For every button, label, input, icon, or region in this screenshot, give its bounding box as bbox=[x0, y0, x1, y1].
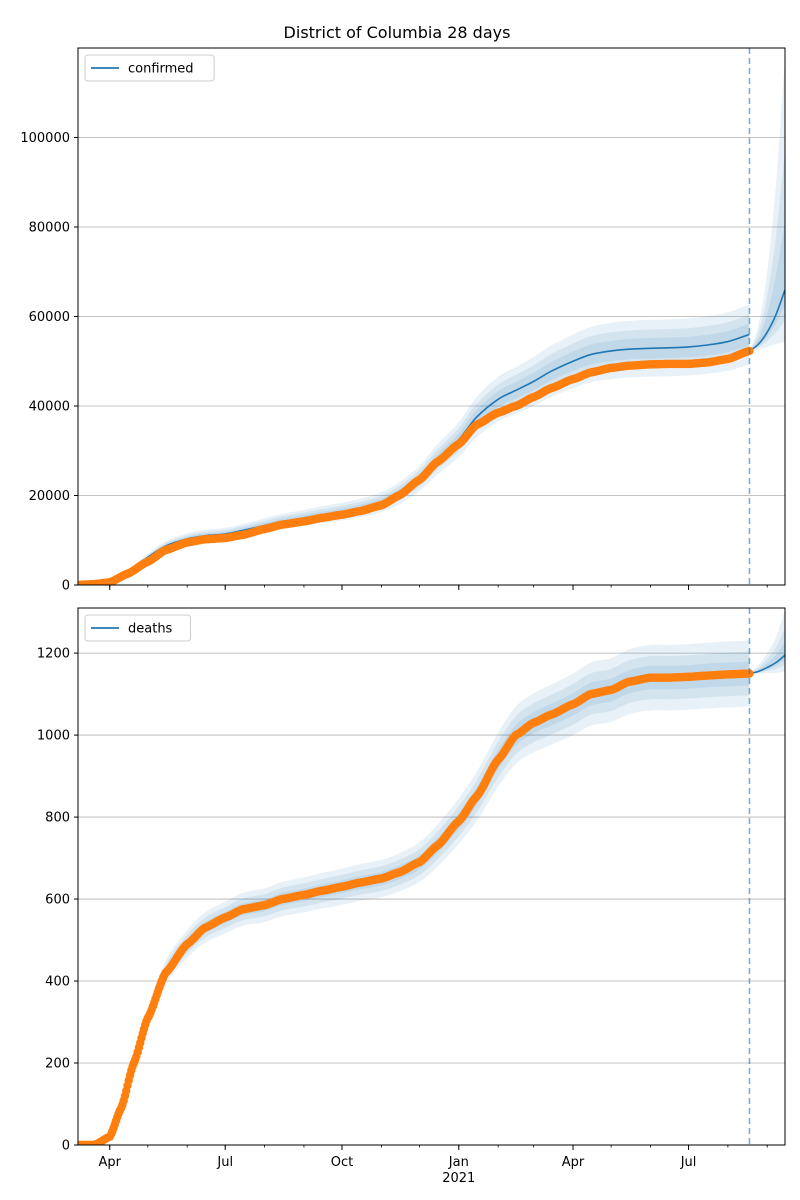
x-tick-label: Apr bbox=[562, 1155, 585, 1170]
observed-series bbox=[78, 669, 754, 1145]
x-tick-label: Jul bbox=[680, 1155, 697, 1170]
x-tick-label: Apr bbox=[98, 1155, 121, 1170]
x-year-label: 2021 bbox=[442, 1171, 475, 1186]
chart-title: District of Columbia 28 days bbox=[284, 23, 511, 42]
confidence-band bbox=[78, 314, 750, 585]
legend: confirmed bbox=[84, 54, 215, 82]
observed-series bbox=[78, 346, 754, 585]
confidence-band bbox=[78, 661, 750, 1145]
x-tick-label: Jan bbox=[448, 1155, 469, 1170]
x-tick-label: Jul bbox=[216, 1155, 233, 1170]
axes-frame bbox=[77, 607, 786, 1146]
legend-label: deaths bbox=[128, 622, 173, 637]
y-tick-label: 800 bbox=[45, 811, 70, 826]
y-tick-label: 60000 bbox=[29, 310, 70, 325]
forecast-line bbox=[748, 289, 785, 352]
legend: deaths bbox=[84, 614, 191, 642]
y-tick-label: 0 bbox=[62, 1139, 70, 1154]
confirmed-panel: 0 20000 40000 60000 80000 100000 confirmed bbox=[20, 47, 786, 594]
y-tick-label: 20000 bbox=[29, 489, 70, 504]
plot-area bbox=[78, 610, 785, 1145]
deaths-panel: 0 200 400 600 800 1000 1200 Apr Jul Oct Jan Apr Jul 2… bbox=[37, 607, 786, 1186]
y-tick-label: 600 bbox=[45, 893, 70, 908]
legend-box bbox=[84, 54, 215, 82]
confidence-band bbox=[78, 640, 750, 1145]
y-tick-label: 1200 bbox=[37, 647, 70, 662]
forecast-line bbox=[749, 654, 785, 675]
forecast-band bbox=[749, 610, 785, 674]
forecast-band bbox=[749, 150, 785, 351]
y-tick-label: 100000 bbox=[20, 131, 70, 146]
plot-area bbox=[78, 56, 785, 585]
y-tick-label: 0 bbox=[62, 579, 70, 594]
legend-box bbox=[84, 614, 191, 642]
legend-label: confirmed bbox=[128, 62, 194, 77]
x-tick-label: Oct bbox=[331, 1155, 353, 1170]
y-tick-label: 80000 bbox=[29, 221, 70, 236]
y-tick-label: 1000 bbox=[37, 729, 70, 744]
fit-line bbox=[78, 672, 750, 1145]
forecast-band bbox=[749, 56, 785, 351]
y-tick-label: 40000 bbox=[29, 400, 70, 415]
forecast-band bbox=[749, 219, 785, 351]
y-tick-label: 400 bbox=[45, 975, 70, 990]
y-tick-label: 200 bbox=[45, 1057, 70, 1072]
